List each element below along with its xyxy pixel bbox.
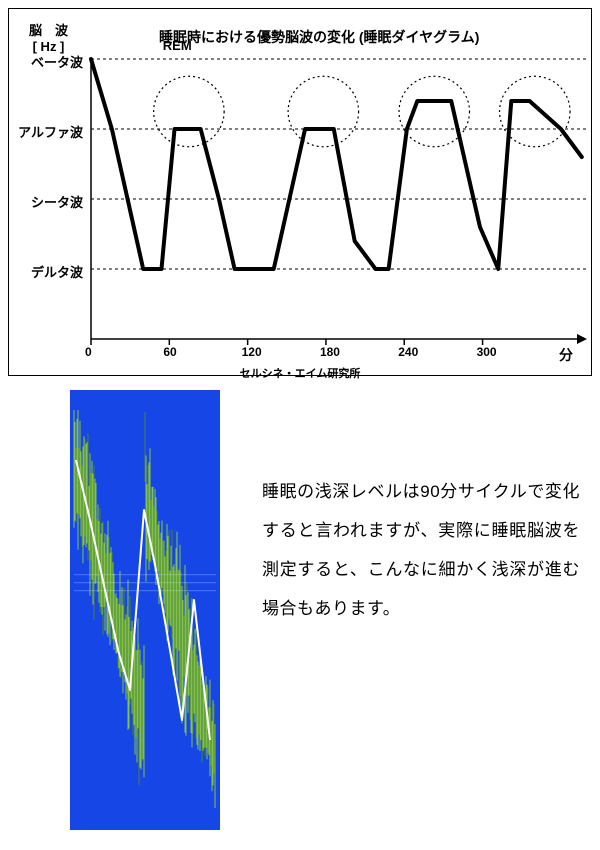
x-tick-1: 60 xyxy=(163,345,176,359)
yaxis-title-line1: 脳 波 xyxy=(29,23,68,38)
rem-label: REM xyxy=(163,38,192,53)
x-tick-5: 300 xyxy=(477,345,497,359)
chart-svg xyxy=(91,59,587,339)
eeg-waveform-image xyxy=(70,390,220,830)
y-tick-3: デルタ波 xyxy=(31,262,83,281)
chart-plot-area xyxy=(91,59,587,339)
y-tick-2: シータ波 xyxy=(31,192,83,211)
chart-footer: セルシネ・エイム研究所 xyxy=(9,365,591,381)
x-tick-2: 120 xyxy=(242,345,262,359)
chart-yaxis-title: 脳 波 [ Hz ] xyxy=(29,23,68,54)
x-tick-3: 180 xyxy=(320,345,340,359)
x-axis-label: 分 xyxy=(559,345,573,365)
y-tick-0: ベータ波 xyxy=(31,52,83,71)
eeg-svg xyxy=(70,390,220,830)
chart-title: 睡眠時における優勢脳波の変化 (睡眠ダイヤグラム) xyxy=(159,27,479,47)
body-text: 睡眠の浅深レベルは90分サイクルで変化すると言われますが、実際に睡眠脳波を測定す… xyxy=(262,472,580,628)
x-tick-0: 0 xyxy=(85,345,92,359)
x-tick-4: 240 xyxy=(398,345,418,359)
y-tick-1: アルファ波 xyxy=(18,122,83,141)
sleep-diagram-chart: 睡眠時における優勢脳波の変化 (睡眠ダイヤグラム) 脳 波 [ Hz ] ベータ… xyxy=(8,8,592,376)
